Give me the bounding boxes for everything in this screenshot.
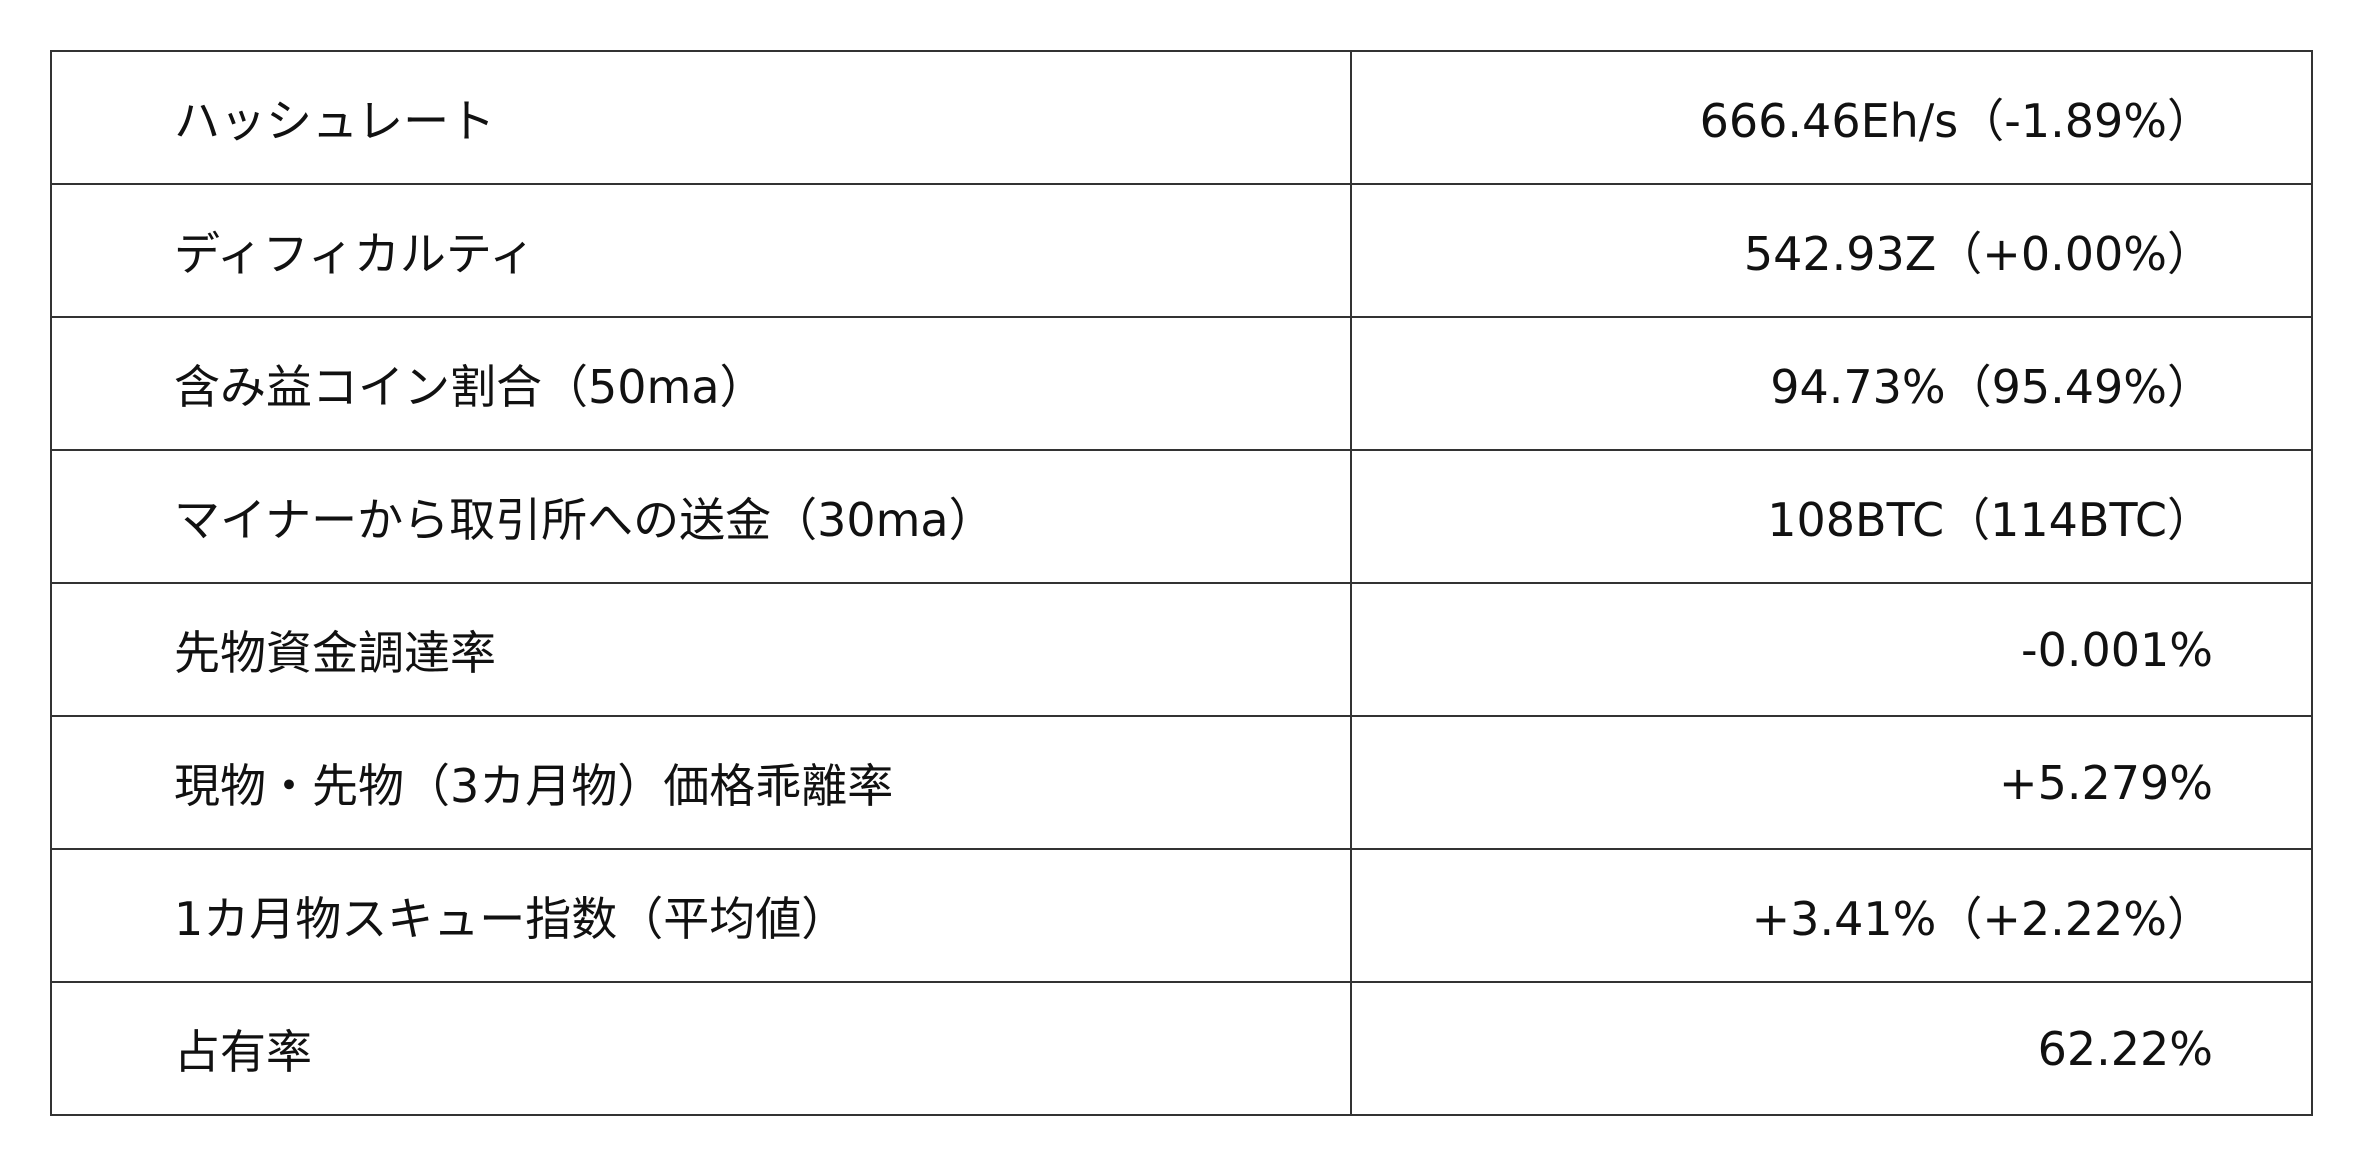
metric-label: 占有率 — [50, 981, 1352, 1116]
metric-value: 94.73%（95.49%） — [1350, 316, 2313, 451]
metric-label: 先物資金調達率 — [50, 582, 1352, 717]
metric-label: マイナーから取引所への送金（30ma） — [50, 449, 1352, 584]
metric-value: +3.41%（+2.22%） — [1350, 848, 2313, 983]
metric-value: 62.22% — [1350, 981, 2313, 1116]
metric-label: 含み益コイン割合（50ma） — [50, 316, 1352, 451]
metric-label: ディフィカルティ — [50, 183, 1352, 318]
metric-value: 108BTC（114BTC） — [1350, 449, 2313, 584]
metric-label: 1カ月物スキュー指数（平均値） — [50, 848, 1352, 983]
table-row: 先物資金調達率 -0.001% — [50, 582, 2313, 717]
table-row: マイナーから取引所への送金（30ma） 108BTC（114BTC） — [50, 449, 2313, 584]
metric-value: 542.93Z（+0.00%） — [1350, 183, 2313, 318]
table-row: ディフィカルティ 542.93Z（+0.00%） — [50, 183, 2313, 318]
metric-label: ハッシュレート — [50, 50, 1352, 185]
table-row: 1カ月物スキュー指数（平均値） +3.41%（+2.22%） — [50, 848, 2313, 983]
metric-label: 現物・先物（3カ月物）価格乖離率 — [50, 715, 1352, 850]
table-row: 占有率 62.22% — [50, 981, 2313, 1116]
metric-value: -0.001% — [1350, 582, 2313, 717]
metrics-table: ハッシュレート 666.46Eh/s（-1.89%） ディフィカルティ 542.93… — [50, 50, 2313, 1116]
table-row: ハッシュレート 666.46Eh/s（-1.89%） — [50, 50, 2313, 185]
metric-value: 666.46Eh/s（-1.89%） — [1350, 50, 2313, 185]
metric-value: +5.279% — [1350, 715, 2313, 850]
table-row: 現物・先物（3カ月物）価格乖離率 +5.279% — [50, 715, 2313, 850]
table-row: 含み益コイン割合（50ma） 94.73%（95.49%） — [50, 316, 2313, 451]
